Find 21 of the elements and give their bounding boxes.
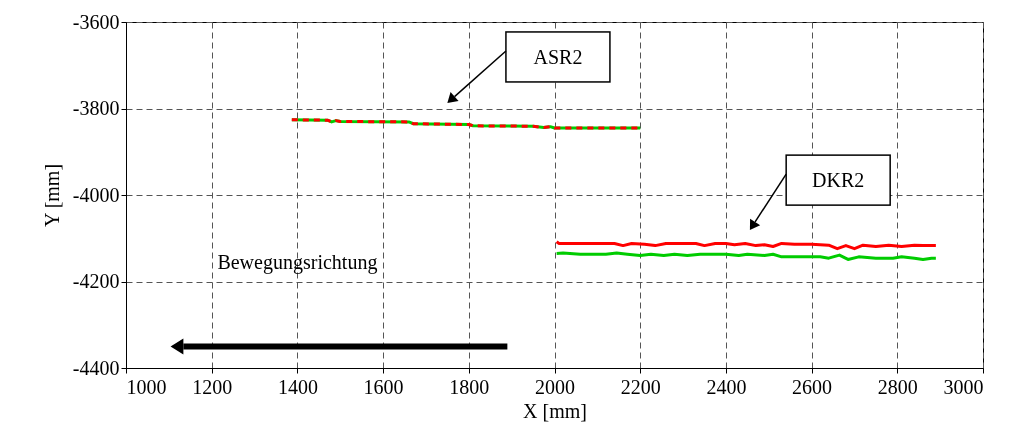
x-tick-label: 2200 [620, 375, 661, 398]
x-tick-label: 3000 [943, 375, 984, 398]
y-tick-label: -4400 [72, 356, 120, 379]
y-tick-label: -3600 [72, 10, 120, 33]
annotation: Bewegungsrichtung [217, 251, 378, 275]
y-tick-label: -4200 [72, 270, 120, 292]
y-tick-label: -3800 [72, 97, 120, 119]
x-tick-label: 2400 [706, 375, 747, 398]
x-tick-label: 2800 [877, 375, 918, 398]
x-tick-label: 2000 [535, 375, 575, 398]
annotation: ASR2 [533, 45, 583, 68]
x-tick-label: 1800 [449, 375, 490, 398]
x-axis-title: X [mm] [523, 399, 587, 422]
x-tick-label: 1400 [277, 375, 318, 398]
x-tick-label: 2600 [792, 375, 833, 398]
x-tick-label: 1200 [192, 375, 233, 398]
x-tick-label: 1600 [363, 375, 404, 398]
x-tick-label: 1000 [126, 375, 167, 398]
annotation: DKR2 [812, 169, 865, 192]
y-axis-title: Y [mm] [40, 163, 63, 228]
y-tick-label: -4000 [72, 183, 120, 206]
